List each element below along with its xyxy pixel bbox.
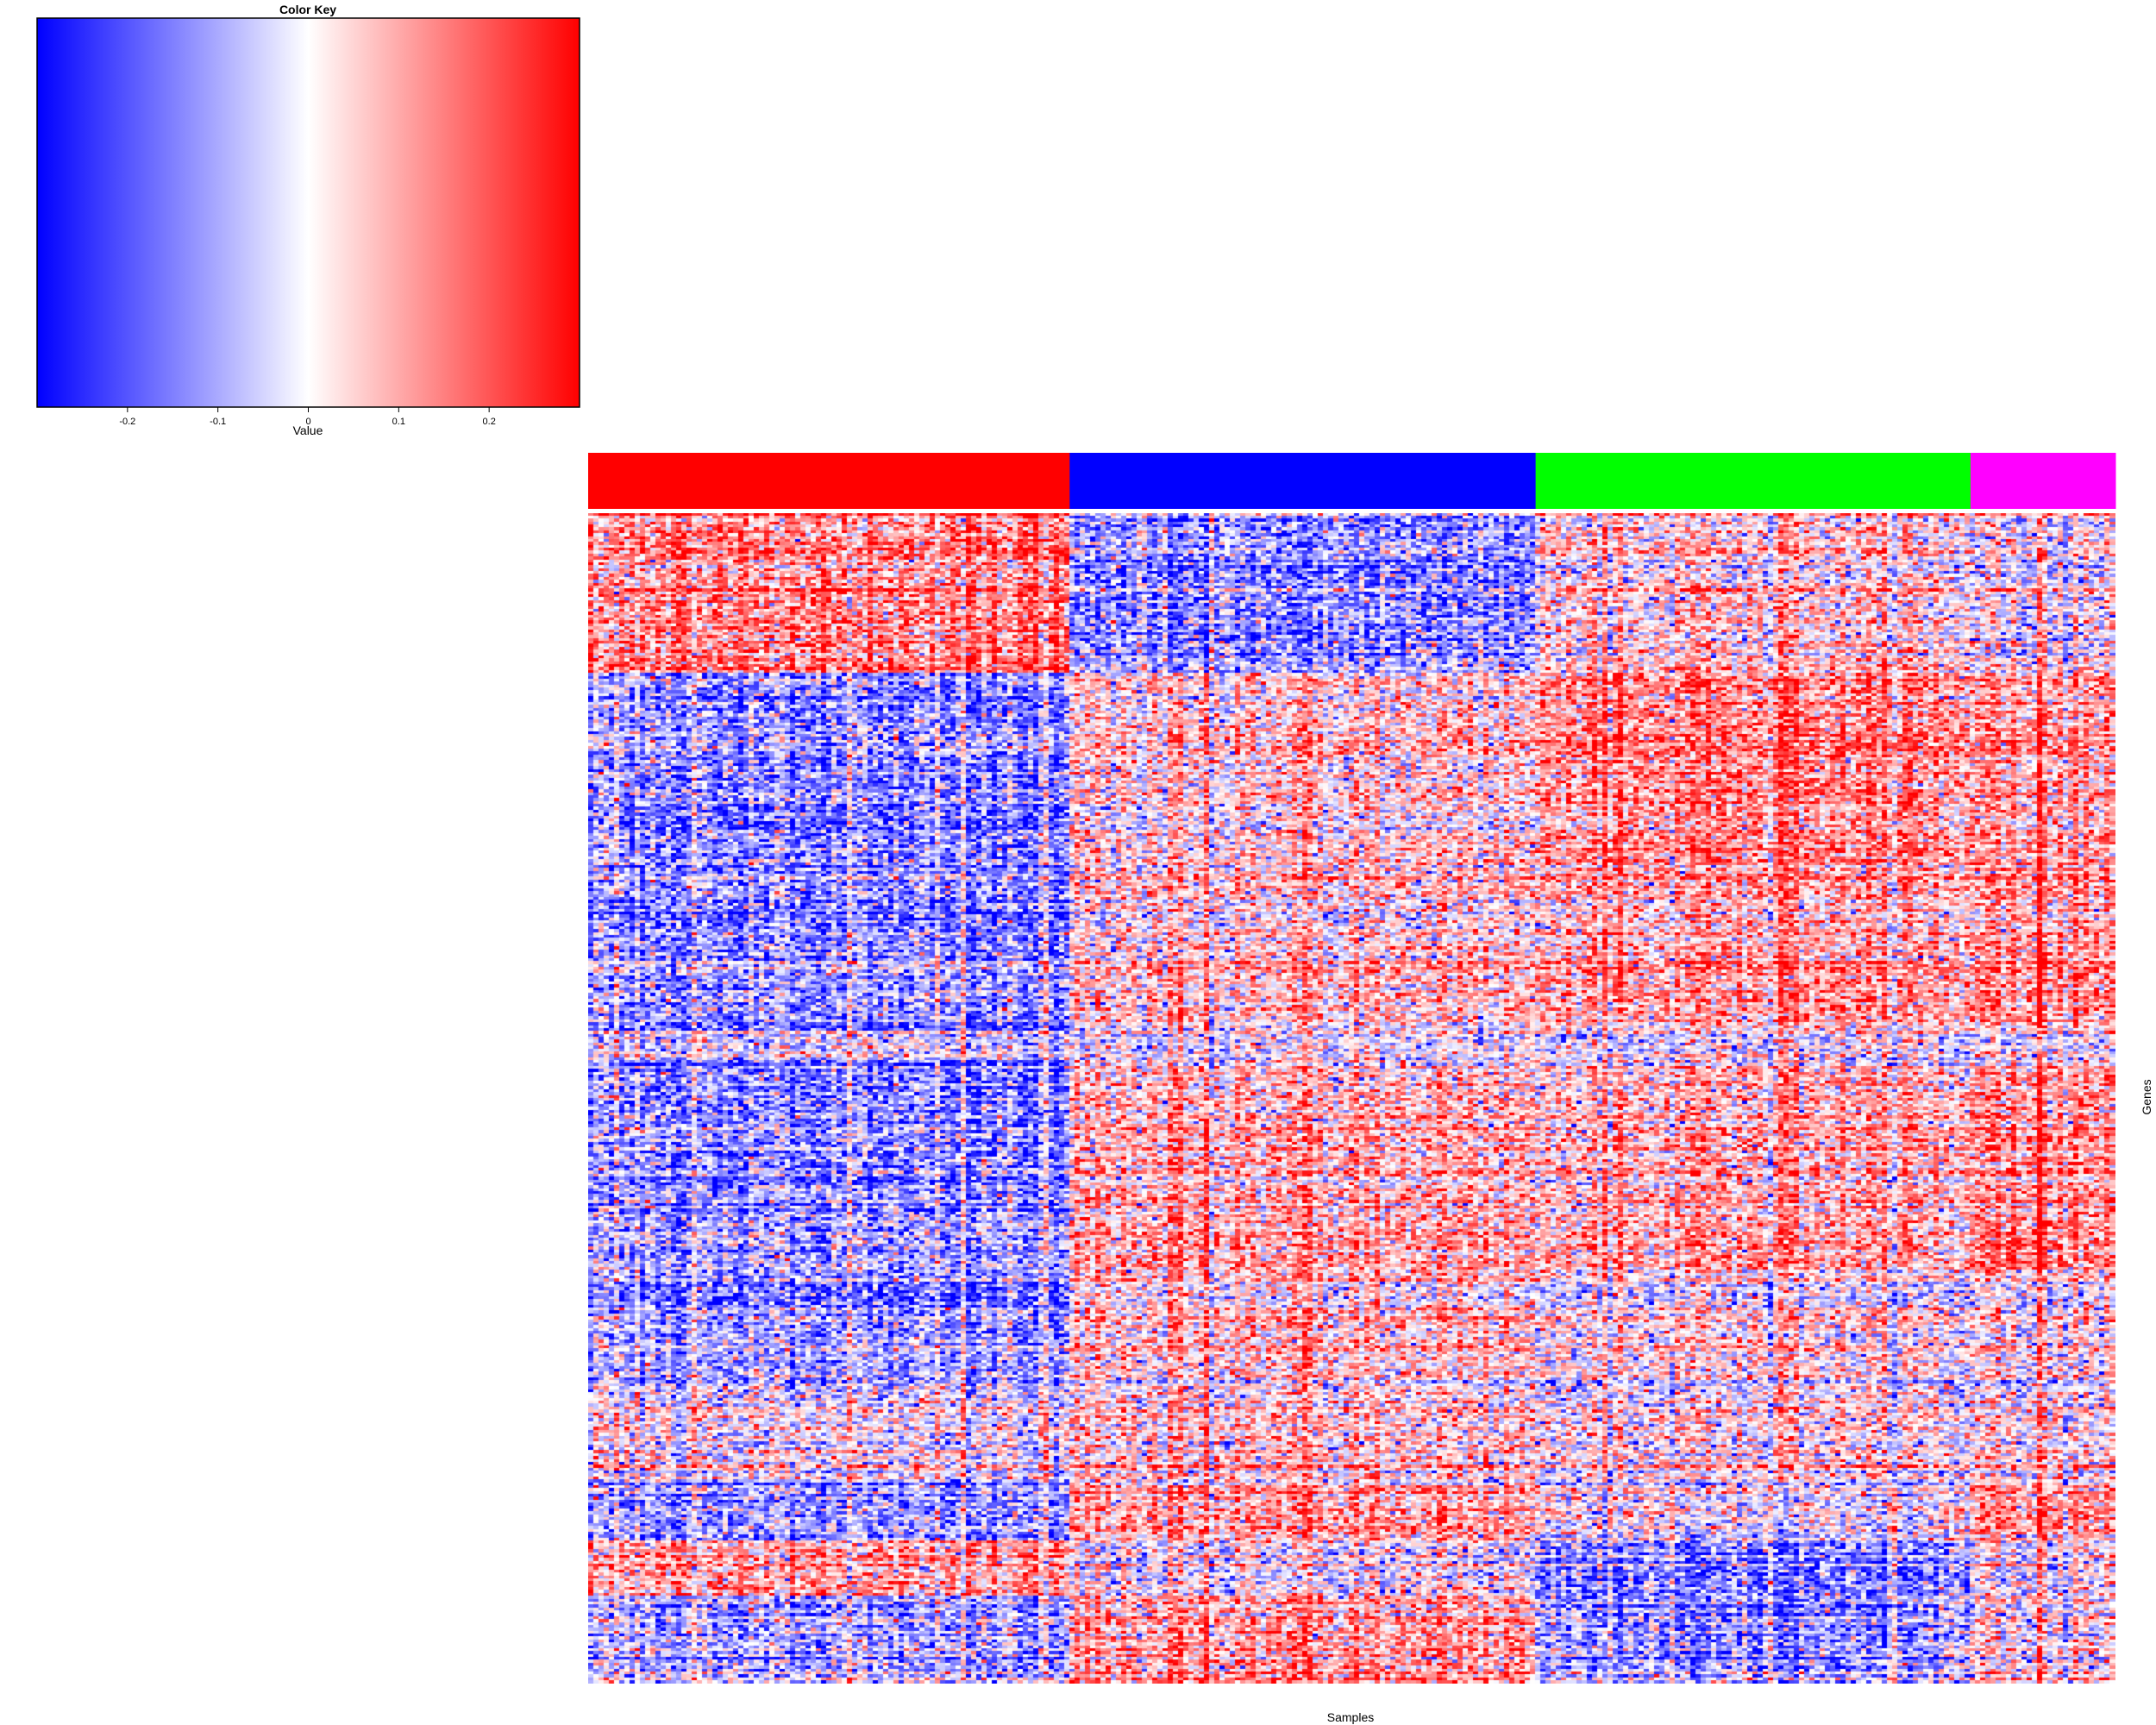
color-key-tick-label: -0.2 [119, 417, 135, 427]
color-key-tick-label: 0.1 [392, 417, 405, 427]
y-axis-label: Genes [2140, 1079, 2153, 1114]
sample-group-colorbar [588, 453, 2116, 509]
color-key-tick-label: -0.1 [210, 417, 226, 427]
heatmap-cells [588, 513, 2115, 1684]
sample-group-bar [588, 453, 1070, 509]
color-key-title: Color Key [279, 3, 336, 16]
sample-group-bar [1535, 453, 1971, 509]
heatmap-cell-matrix [588, 513, 2115, 1684]
color-key-ticks: -0.2 -0.1 0 0.1 0.2 [119, 407, 496, 427]
color-key: Color Key -0.2 -0.1 0 0.1 0.2 Value [36, 3, 580, 437]
x-axis-label: Samples [1327, 1710, 1374, 1724]
color-key-tick-label: 0 [305, 417, 310, 427]
sample-group-bar [1069, 453, 1537, 509]
color-key-tick-label: 0.2 [483, 417, 496, 427]
color-key-xlabel: Value [293, 423, 323, 437]
sample-group-bar [1970, 453, 2116, 509]
color-key-gradient [36, 17, 580, 408]
